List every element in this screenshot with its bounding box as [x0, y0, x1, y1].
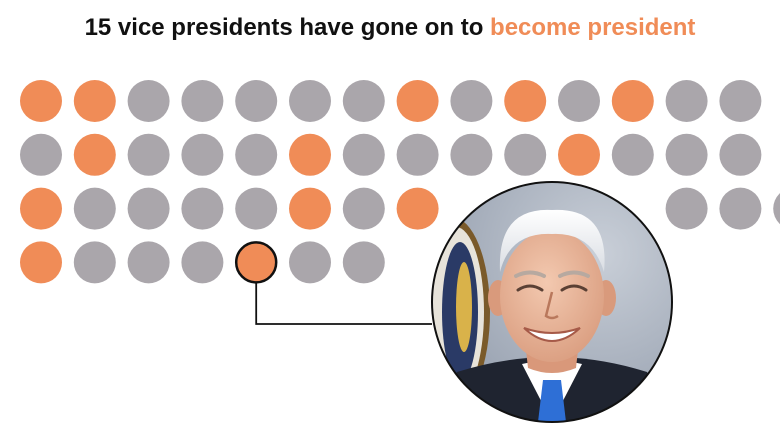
- dot-vice-president: [773, 193, 780, 225]
- connector-line: [255, 283, 432, 325]
- dot-vice-president: [665, 80, 708, 122]
- dot-vice-president: [181, 241, 224, 284]
- dot-became-president: [289, 187, 331, 230]
- dot-became-president: [396, 80, 439, 122]
- portrait-photo: [431, 181, 673, 423]
- dot-became-president: [20, 80, 62, 122]
- dot-became-president: [289, 133, 331, 176]
- dot-vice-president: [127, 241, 170, 284]
- dot-vice-president: [289, 241, 331, 284]
- dot-became-president: [20, 241, 62, 284]
- dot-vice-president: [235, 133, 278, 176]
- dot-vice-president: [342, 133, 385, 176]
- chart-title: 15 vice presidents have gone on to becom…: [0, 14, 780, 42]
- dot-vice-president: [558, 80, 600, 122]
- chart-title-prefix: 15 vice presidents have gone on to: [84, 14, 484, 41]
- dot-vice-president: [450, 80, 493, 122]
- dot-became-president: [73, 80, 116, 122]
- dot-vice-president: [342, 187, 385, 230]
- dot-vice-president: [450, 133, 493, 176]
- dot-vice-president: [235, 187, 278, 230]
- dot-became-president: [504, 80, 547, 122]
- dot-vice-president: [127, 133, 170, 176]
- dot-vice-president: [73, 187, 116, 230]
- chart-title-highlight: become president: [490, 14, 696, 41]
- dot-became-president: [73, 133, 116, 176]
- dot-vice-president: [719, 80, 762, 122]
- dot-vice-president: [342, 241, 385, 284]
- dot-became-president: [396, 187, 439, 230]
- dot-vice-president: [181, 187, 224, 230]
- dot-vice-president: [504, 133, 547, 176]
- dot-vice-president: [73, 241, 116, 284]
- dot-vice-president: [20, 133, 62, 176]
- dot-vice-president: [342, 80, 385, 122]
- dot-vice-president: [611, 133, 654, 176]
- dot-grid: [20, 80, 780, 284]
- dot-vice-president: [396, 133, 439, 176]
- dot-vice-president: [127, 80, 170, 122]
- dot-became-president: [611, 80, 654, 122]
- dot-became-president: [558, 133, 600, 176]
- dot-vice-president: [719, 187, 762, 230]
- dot-vice-president: [665, 187, 708, 230]
- dot-vice-president: [181, 133, 224, 176]
- dot-vice-president: [127, 187, 170, 230]
- dot-vice-president: [665, 133, 708, 176]
- dot-became-president: [20, 187, 62, 230]
- dot-vice-president: [235, 80, 278, 122]
- dot-highlighted: [234, 241, 278, 284]
- connector-path: [255, 283, 432, 325]
- dot-vice-president: [181, 80, 224, 122]
- dot-vice-president: [289, 80, 331, 122]
- dot-vice-president: [719, 133, 762, 176]
